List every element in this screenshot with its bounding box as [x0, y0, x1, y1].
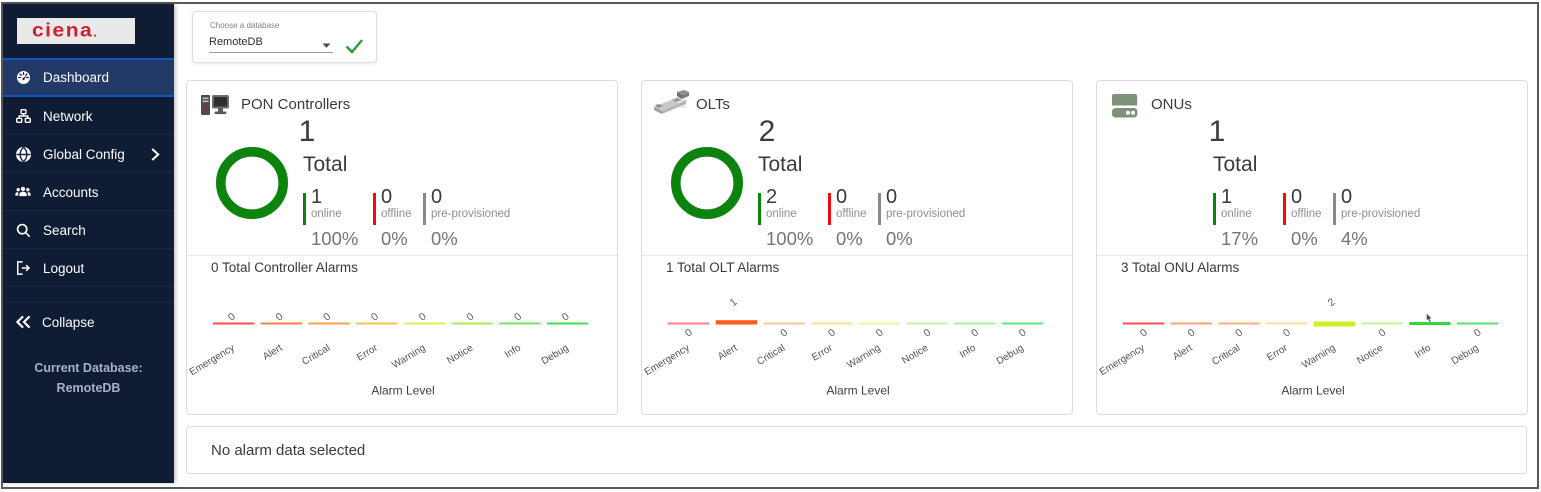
svg-text:0: 0	[874, 327, 886, 340]
svg-text:1: 1	[728, 296, 740, 309]
svg-text:0: 0	[1186, 327, 1198, 340]
svg-text:0: 0	[778, 327, 790, 340]
svg-text:0: 0	[1472, 327, 1484, 340]
svg-text:Notice: Notice	[1355, 342, 1385, 366]
svg-text:0: 0	[1376, 327, 1388, 340]
svg-text:Info: Info	[958, 342, 978, 360]
svg-text:Emergency: Emergency	[643, 343, 692, 378]
svg-text:2: 2	[1326, 296, 1338, 309]
svg-text:0: 0	[969, 327, 981, 340]
svg-text:0: 0	[226, 311, 238, 324]
svg-text:Debug: Debug	[995, 343, 1026, 368]
svg-text:Notice: Notice	[900, 342, 930, 366]
svg-text:0: 0	[683, 327, 695, 340]
svg-text:Alert: Alert	[1171, 343, 1194, 363]
svg-text:Critical: Critical	[1210, 343, 1242, 368]
svg-text:Critical: Critical	[755, 343, 787, 368]
svg-text:Info: Info	[1413, 342, 1433, 360]
svg-text:Warning: Warning	[1300, 343, 1337, 371]
svg-text:0: 0	[512, 311, 524, 324]
svg-text:0: 0	[369, 311, 381, 324]
svg-text:0: 0	[274, 311, 286, 324]
svg-text:Error: Error	[355, 342, 380, 363]
svg-text:Info: Info	[503, 342, 523, 360]
svg-text:0: 0	[1233, 327, 1245, 340]
svg-text:Alert: Alert	[716, 343, 739, 363]
svg-text:Emergency: Emergency	[1098, 343, 1147, 378]
svg-text:Debug: Debug	[1450, 343, 1481, 368]
svg-text:Alarm Level: Alarm Level	[1281, 384, 1344, 398]
svg-text:Warning: Warning	[390, 343, 427, 371]
svg-text:Error: Error	[810, 342, 835, 363]
svg-text:Error: Error	[1265, 342, 1290, 363]
svg-text:0: 0	[921, 327, 933, 340]
svg-text:0: 0	[464, 311, 476, 324]
svg-text:0: 0	[560, 311, 572, 324]
svg-text:Debug: Debug	[540, 343, 571, 368]
svg-text:Alarm Level: Alarm Level	[371, 384, 434, 398]
svg-text:0: 0	[1138, 327, 1150, 340]
svg-text:Notice: Notice	[445, 342, 475, 366]
svg-text:Emergency: Emergency	[188, 343, 237, 378]
svg-text:0: 0	[826, 327, 838, 340]
svg-text:Alarm Level: Alarm Level	[826, 384, 889, 398]
svg-text:0: 0	[417, 311, 429, 324]
svg-text:0: 0	[321, 311, 333, 324]
svg-text:Warning: Warning	[845, 343, 882, 371]
svg-text:Critical: Critical	[300, 343, 332, 368]
svg-text:0: 0	[1281, 327, 1293, 340]
svg-text:Alert: Alert	[261, 343, 284, 363]
svg-text:0: 0	[1017, 327, 1029, 340]
